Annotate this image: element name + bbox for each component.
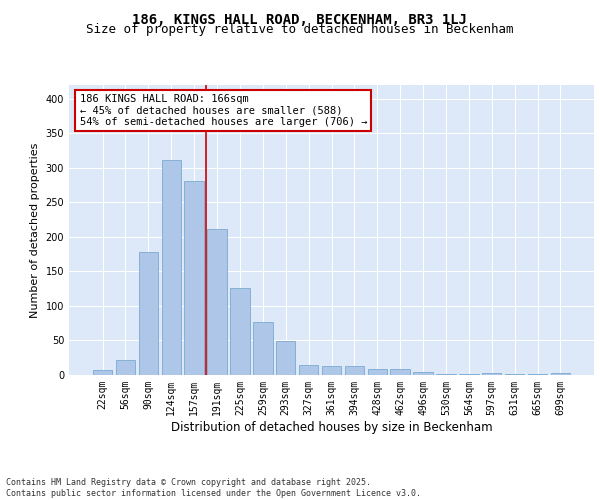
Text: Size of property relative to detached houses in Beckenham: Size of property relative to detached ho… (86, 22, 514, 36)
Bar (413, 372, 433, 375)
Bar (208, 228, 227, 375)
Text: Contains HM Land Registry data © Crown copyright and database right 2025.
Contai: Contains HM Land Registry data © Crown c… (6, 478, 421, 498)
Bar (344, 366, 364, 375)
Bar (368, 370, 387, 375)
Bar (230, 288, 250, 375)
Bar (139, 252, 158, 375)
Bar (184, 181, 204, 375)
Bar (322, 366, 341, 375)
Bar (116, 360, 135, 375)
Bar (276, 341, 295, 375)
Bar (299, 364, 319, 375)
Text: 186, KINGS HALL ROAD, BECKENHAM, BR3 1LJ: 186, KINGS HALL ROAD, BECKENHAM, BR3 1LJ (133, 12, 467, 26)
Bar (391, 370, 410, 375)
Y-axis label: Number of detached properties: Number of detached properties (30, 142, 40, 318)
X-axis label: Distribution of detached houses by size in Beckenham: Distribution of detached houses by size … (170, 420, 493, 434)
Bar (505, 374, 524, 375)
Bar (551, 373, 570, 375)
Bar (528, 374, 547, 375)
Bar (253, 322, 272, 375)
Bar (482, 373, 502, 375)
Bar (161, 160, 181, 375)
Text: 186 KINGS HALL ROAD: 166sqm
← 45% of detached houses are smaller (588)
54% of se: 186 KINGS HALL ROAD: 166sqm ← 45% of det… (79, 94, 367, 127)
Bar (93, 370, 112, 375)
Bar (459, 374, 479, 375)
Bar (436, 374, 455, 375)
